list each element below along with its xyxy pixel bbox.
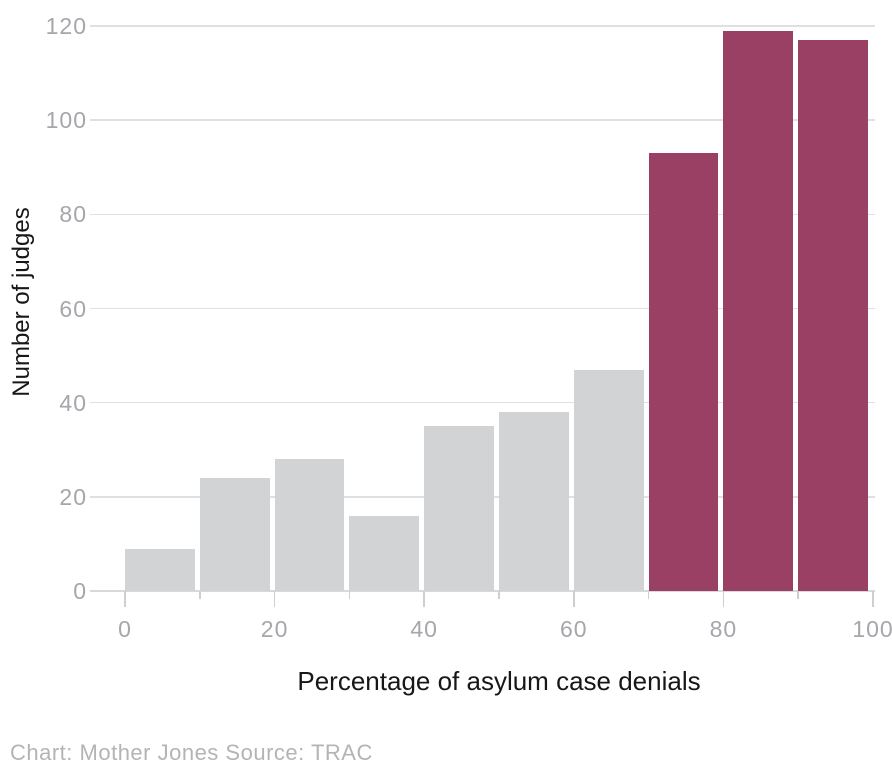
y-tick-label: 80 [59,201,87,228]
y-gridline [90,25,875,27]
x-major-tick [273,591,276,607]
x-axis-baseline [90,590,875,592]
x-minor-tick [348,591,351,599]
histogram-bar [199,478,270,591]
x-tick-label: 80 [709,616,738,642]
x-major-tick [124,591,126,607]
histogram-bar [424,426,494,591]
y-tick-label: 40 [59,389,87,416]
x-tick-label: 100 [852,616,892,642]
x-tick-label: 60 [560,616,588,642]
y-gridline [90,307,875,310]
y-tick-label: 120 [45,13,87,39]
histogram-bar [499,412,569,591]
x-axis-title: Percentage of asylum case denials [297,666,701,696]
x-tick-label: 40 [410,616,438,642]
histogram-bar [798,40,868,591]
histogram-bar [274,459,345,591]
x-major-tick [573,591,575,607]
x-minor-tick [498,591,500,599]
y-tick-label: 100 [45,107,87,134]
y-tick-label: 0 [73,578,87,604]
y-tick-label: 60 [59,295,87,322]
x-minor-tick [797,591,799,599]
x-major-tick [722,591,725,607]
y-gridline [90,401,875,404]
x-major-tick [872,591,874,607]
histogram-bar [349,515,420,591]
histogram-bar [573,369,644,591]
histogram-bar [723,30,794,591]
x-minor-tick [199,591,201,599]
x-major-tick [423,591,425,607]
x-tick-label: 0 [118,616,132,642]
y-gridline [90,213,875,216]
y-gridline [90,119,875,121]
histogram-bar [648,153,719,591]
x-minor-tick [647,591,650,599]
histogram-bar [125,548,195,591]
chart-caption: Chart: Mother Jones Source: TRAC [10,740,373,765]
x-tick-label: 20 [260,616,289,642]
y-tick-label: 20 [59,483,87,510]
